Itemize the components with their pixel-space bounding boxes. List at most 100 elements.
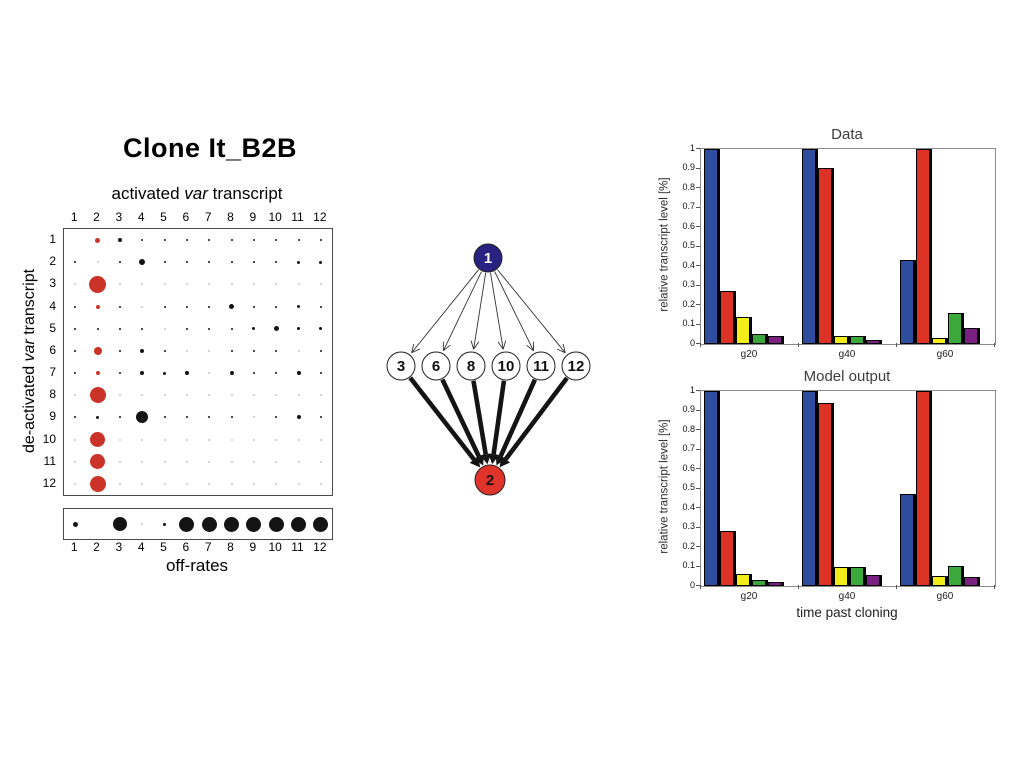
matrix-dot-r7-c5 xyxy=(163,371,166,375)
node-3 xyxy=(386,351,416,381)
matrix-dot-r3-c10 xyxy=(275,283,278,286)
matrix-dot-r9-c8 xyxy=(230,416,233,419)
matrix-dot-r9-c7 xyxy=(208,416,211,419)
matrix-dot-r9-c4 xyxy=(136,411,149,424)
matrix-dot-r7-c12 xyxy=(319,372,322,375)
node-12-label: 12 xyxy=(568,358,585,375)
matrix-col-header: 7 xyxy=(204,210,212,224)
matrix-col-header: 6 xyxy=(182,210,190,224)
matrix-dot-r12-c3 xyxy=(118,482,121,485)
matrix-dot-r5-c8 xyxy=(230,327,233,330)
offrate-dot-5 xyxy=(163,522,166,526)
offrates-label: 5 xyxy=(160,540,167,554)
matrix-dot-r2-c6 xyxy=(185,261,188,264)
matrix-dot-r7-c1 xyxy=(74,372,77,375)
arrowhead-icon xyxy=(470,340,475,350)
x-tick-mark xyxy=(798,343,799,347)
bar-g60-green xyxy=(948,313,964,344)
matrix-dot-r7-c6 xyxy=(184,371,189,376)
matrix-dot-r6-c1 xyxy=(74,349,77,352)
arrowhead-icon xyxy=(411,348,420,354)
bar-g60-purple xyxy=(964,577,980,586)
y-tick-label: 0.2 xyxy=(682,298,695,309)
y-tick-label: 0.7 xyxy=(682,443,695,453)
matrix-dot-r10-c4 xyxy=(141,438,144,441)
matrix-dot-r11-c5 xyxy=(163,460,166,463)
matrix-dot-r12-c8 xyxy=(230,482,233,485)
y-tick-mark xyxy=(696,546,700,547)
bar-g40-green xyxy=(850,336,866,344)
matrix-dot-r12-c2 xyxy=(89,475,106,492)
offrate-dot-8 xyxy=(224,516,239,532)
chart-plot-area xyxy=(700,390,996,587)
x-tick-mark xyxy=(798,585,799,589)
matrix-dot-r1-c2 xyxy=(95,237,100,243)
matrix-dot-r11-c9 xyxy=(252,460,255,463)
matrix-dot-r12-c11 xyxy=(297,482,300,485)
switch-arrow-3 xyxy=(408,376,476,461)
matrix-dot-r3-c7 xyxy=(208,283,211,286)
matrix-dot-r3-c8 xyxy=(230,283,233,286)
matrix-dot-r6-c10 xyxy=(275,349,278,352)
matrix-dot-r4-c11 xyxy=(297,305,300,309)
chart-title: Model output xyxy=(803,368,891,385)
matrix-dot-r1-c12 xyxy=(319,239,322,242)
y-tick-label: 0.1 xyxy=(682,318,695,328)
matrix-dot-r2-c7 xyxy=(208,261,211,264)
matrix-dot-r9-c11 xyxy=(296,415,301,420)
matrix-row-header: 8 xyxy=(49,387,56,402)
matrix-dot-r9-c12 xyxy=(319,416,322,419)
matrix-dot-r8-c1 xyxy=(74,394,77,397)
matrix-col-header: 2 xyxy=(93,210,100,224)
y-tick-mark xyxy=(696,284,700,286)
matrix-row-header: 4 xyxy=(49,298,56,313)
y-tick-label: 0.3 xyxy=(682,521,695,531)
node-6 xyxy=(421,351,451,381)
node-2 xyxy=(474,464,506,496)
y-tick-mark xyxy=(696,323,700,325)
matrix-dot-r1-c4 xyxy=(141,239,144,242)
matrix-dot-r8-c2 xyxy=(89,387,106,404)
matrix-dot-r4-c6 xyxy=(185,305,188,308)
bar-g40-red xyxy=(818,168,834,344)
matrix-dot-r3-c12 xyxy=(319,283,322,286)
matrix-dot-r6-c4 xyxy=(140,348,145,353)
matrix-row-header: 11 xyxy=(43,453,56,468)
node-2-label: 2 xyxy=(486,472,494,489)
x-tick-label: g60 xyxy=(936,349,954,360)
y-tick-mark xyxy=(696,187,700,188)
bar-g60-yellow xyxy=(932,576,948,586)
matrix-dot-r3-c9 xyxy=(252,283,255,286)
matrix-col-header: 10 xyxy=(268,210,282,224)
y-tick-mark xyxy=(696,226,700,227)
y-tick-label: 1 xyxy=(689,384,695,395)
matrix-dot-r1-c3 xyxy=(117,238,122,243)
matrix-dot-r3-c11 xyxy=(297,283,300,286)
matrix-dot-r5-c3 xyxy=(118,327,121,330)
matrix-dot-r9-c5 xyxy=(163,416,166,419)
matrix-dot-r7-c11 xyxy=(296,371,301,376)
y-tick-mark xyxy=(696,565,700,567)
y-tick-mark xyxy=(696,448,700,450)
matrix-dot-r11-c12 xyxy=(319,460,322,463)
matrix-dot-r10-c10 xyxy=(275,438,278,441)
offrates-label: 7 xyxy=(204,540,212,554)
matrix-dot-r4-c3 xyxy=(118,305,121,308)
x-tick-label: g20 xyxy=(740,591,758,602)
node-10-label: 10 xyxy=(498,358,515,375)
y-tick-mark xyxy=(696,507,700,508)
x-tick-mark xyxy=(896,585,897,589)
chart-data: Data relative transcript level [%] 1 0.9 0… xyxy=(655,125,1020,365)
activation-arrow-12 xyxy=(497,269,566,354)
arrowhead-icon xyxy=(502,340,507,350)
matrix-dot-r9-c10 xyxy=(275,416,278,419)
matrix-dot-r3-c6 xyxy=(185,283,188,286)
y-tick-label: 0.7 xyxy=(682,201,695,211)
matrix-dot-r10-c9 xyxy=(252,438,255,441)
matrix-dot-r5-c5 xyxy=(163,327,166,330)
matrix-dot-r11-c7 xyxy=(208,460,211,463)
offrate-dot-12 xyxy=(313,516,329,532)
bar-g20-purple xyxy=(768,582,784,586)
offrate-dot-11 xyxy=(291,516,306,532)
matrix-dot-r5-c11 xyxy=(297,327,300,331)
